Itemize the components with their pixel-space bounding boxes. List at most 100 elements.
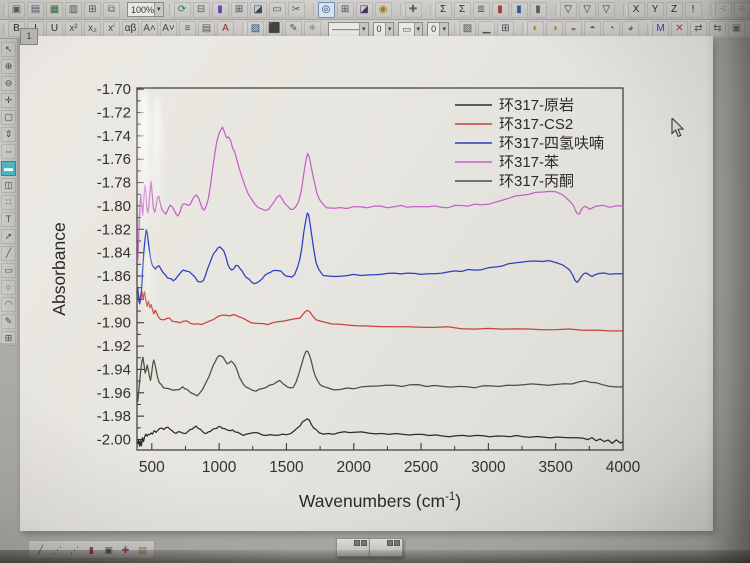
add-plot-icon[interactable]: ✚ — [121, 544, 130, 555]
zoom-in-tool-icon[interactable]: ⊕ — [1, 59, 16, 74]
chevron-down-icon[interactable]: ▾ — [154, 3, 163, 16]
open-template-icon[interactable]: ⧉ — [103, 1, 120, 18]
rotate-sphere-4-icon[interactable]: ◓ — [584, 21, 601, 37]
exclaim-icon[interactable]: ! — [684, 1, 702, 18]
worksheet-grid-icon[interactable]: ⊞ — [230, 1, 248, 18]
superscript-icon[interactable]: x² — [65, 21, 82, 37]
filter-y-icon[interactable]: ▽ — [559, 1, 577, 18]
rotate-sphere-1-icon[interactable]: ◐ — [527, 21, 544, 37]
maximize-icon[interactable] — [361, 540, 367, 546]
chevron-down-icon[interactable]: ▾ — [359, 22, 368, 36]
z-axis-icon[interactable]: Z — [665, 1, 683, 18]
data-display-icon[interactable]: ◪ — [355, 1, 373, 18]
bar-plot-icon[interactable]: ▮ — [89, 544, 94, 555]
lock-icon[interactable]: ▣ — [728, 21, 745, 37]
chevron-down-icon[interactable]: ▾ — [439, 22, 448, 36]
underline-icon[interactable]: U — [46, 21, 63, 37]
screen-reader-tool-icon[interactable]: ✛ — [1, 93, 16, 108]
filter-x-icon[interactable]: ▽ — [578, 1, 596, 18]
column-chart-blue-icon[interactable]: ▮ — [510, 1, 528, 18]
column-chart-red-icon[interactable]: ▮ — [491, 1, 509, 18]
align-left-icon[interactable]: ≡ — [179, 21, 196, 37]
page-layer-tab[interactable]: 1 — [20, 28, 38, 45]
selection-tool-icon[interactable]: ▬ — [1, 161, 16, 176]
minimized-window[interactable] — [369, 538, 403, 557]
horizontal-cursor-tool-icon[interactable]: ⇔ — [1, 144, 16, 159]
column-chart-green-icon[interactable]: ▮ — [529, 1, 547, 18]
subscript-icon[interactable]: x₂ — [84, 21, 101, 37]
new-excel-icon[interactable]: ▦ — [46, 1, 63, 18]
filter-z-icon[interactable]: ▽ — [597, 1, 615, 18]
line-symbol-plot-icon[interactable]: ⋰ — [70, 544, 79, 555]
mask-tool-icon[interactable]: ◫ — [1, 178, 16, 193]
circle-tool-icon[interactable]: ○ — [1, 280, 16, 295]
chevron-down-icon[interactable]: ▾ — [413, 22, 423, 36]
unmask-range-icon[interactable]: ✕ — [671, 21, 688, 37]
scatter-plot-icon[interactable]: ⋰ — [53, 544, 62, 555]
sort-icon[interactable]: ≣ — [472, 1, 490, 18]
align-table-icon[interactable]: ▤ — [198, 21, 215, 37]
arrow-tool-icon[interactable]: ➚ — [1, 229, 16, 244]
new-graph-icon[interactable]: ▣ — [8, 1, 25, 18]
rotate-sphere-3-icon[interactable]: ◒ — [565, 21, 582, 37]
greek-icon[interactable]: αβ — [122, 21, 139, 37]
statistics-icon[interactable]: Σ — [453, 1, 471, 18]
toggle-mask-icon[interactable]: ⇆ — [709, 21, 726, 37]
script-window-icon[interactable]: ▮ — [211, 1, 229, 18]
supersub-icon[interactable]: xⁱ — [103, 21, 120, 37]
data-points-tool-icon[interactable]: ∷ — [1, 195, 16, 210]
duplicate-window-icon[interactable]: ⊟ — [192, 1, 210, 18]
arc-tool-icon[interactable]: ◠ — [1, 297, 16, 312]
restore-icon[interactable] — [354, 540, 360, 546]
fill-area-icon[interactable]: ▨ — [247, 21, 264, 37]
ruler-icon[interactable]: ⁘ — [733, 1, 750, 18]
line-width-combo[interactable]: 0 ▾ — [372, 21, 395, 37]
line-style-combo[interactable]: ——— ▾ — [328, 21, 369, 37]
mask-range-icon[interactable]: M — [652, 21, 669, 37]
minimized-window[interactable] — [336, 538, 370, 557]
sum-column-icon[interactable]: Σ — [434, 1, 452, 18]
screen-reader-icon[interactable]: ⊞ — [336, 1, 354, 18]
spark-icon[interactable]: ✳ — [304, 21, 321, 37]
palette-icon[interactable]: ⬛ — [266, 21, 283, 37]
swap-mask-icon[interactable]: ⇄ — [690, 21, 707, 37]
region-select-tool-icon[interactable]: ▢ — [1, 110, 16, 125]
layout-page-icon[interactable]: ▭ — [268, 1, 286, 18]
rescale-axes-icon[interactable]: ◉ — [374, 1, 392, 18]
table-grid-icon[interactable]: ⊞ — [497, 21, 514, 37]
template-plot-icon[interactable]: ▣ — [104, 544, 113, 555]
rotate-sphere-2-icon[interactable]: ◑ — [546, 21, 563, 37]
new-matrix-icon[interactable]: ▥ — [65, 1, 82, 18]
rectangle-tool-icon[interactable]: ▭ — [1, 263, 16, 278]
vertical-cursor-tool-icon[interactable]: ⇕ — [1, 127, 16, 142]
polygon-tool-icon[interactable]: ⊞ — [1, 331, 16, 346]
restore-icon[interactable] — [387, 540, 393, 546]
graph-window-icon[interactable]: ◪ — [249, 1, 267, 18]
rotate-sphere-6-icon[interactable]: ◕ — [622, 21, 639, 37]
maximize-icon[interactable] — [394, 540, 400, 546]
rotate-sphere-5-icon[interactable]: ◔ — [603, 21, 620, 37]
y-axis-icon[interactable]: Y — [646, 1, 664, 18]
new-layout-icon[interactable]: ⊞ — [84, 1, 101, 18]
line-tool-icon[interactable]: ╱ — [1, 246, 16, 261]
zoom-combo[interactable]: 100% ▾ — [127, 2, 164, 17]
font-color-icon[interactable]: A — [217, 21, 234, 37]
decrease-font-icon[interactable]: A˅ — [160, 21, 177, 37]
line-plot-icon[interactable]: ╱ — [37, 544, 44, 555]
x-axis-icon[interactable]: X — [627, 1, 645, 18]
border-style-combo[interactable]: ▭ ▾ — [398, 21, 424, 37]
pointer-tool-icon[interactable]: ↖ — [1, 42, 16, 57]
add-column-icon[interactable]: ✚ — [404, 1, 422, 18]
fill-pattern-width-combo[interactable]: 0 ▾ — [427, 21, 449, 37]
zoom-panel-icon[interactable]: ◎ — [317, 1, 335, 18]
ungroup-icon[interactable]: ✂ — [287, 1, 305, 18]
text-tool-icon[interactable]: T — [1, 212, 16, 227]
refresh-icon[interactable]: ⟳ — [173, 1, 191, 18]
chevron-down-icon[interactable]: ▾ — [384, 22, 394, 36]
new-worksheet-icon[interactable]: ▤ — [27, 1, 44, 18]
freehand-tool-icon[interactable]: ✎ — [1, 314, 16, 329]
increase-font-icon[interactable]: A˄ — [141, 21, 158, 37]
cell-underline-icon[interactable]: ▁ — [478, 21, 495, 37]
line-color-icon[interactable]: ✎ — [285, 21, 302, 37]
masking-icon[interactable]: ⁖ — [714, 1, 732, 18]
